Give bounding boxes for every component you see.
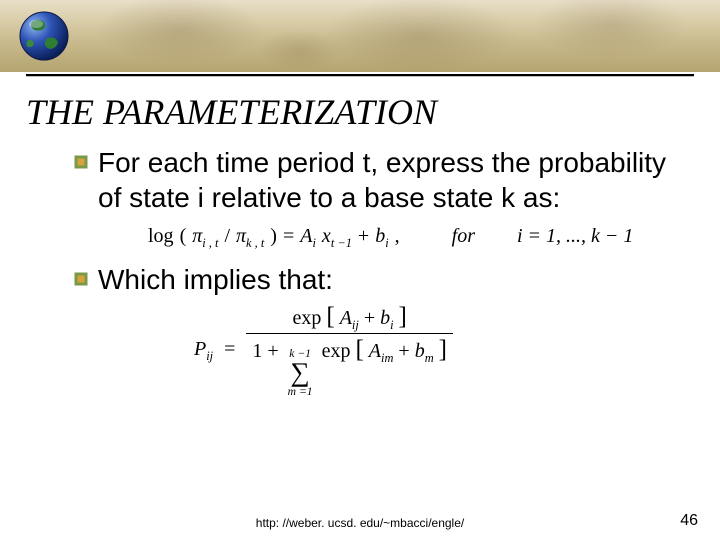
f1-comma: , [395,225,400,248]
f2-fraction: exp [ Aij + bi ] 1 + k −1 ∑ m =1 exp [ A… [246,303,453,398]
f1-slash: / [224,225,230,248]
sigma-icon: k −1 ∑ m =1 [288,348,313,398]
bullet-item: Which implies that: [74,262,680,297]
bullet-icon [74,155,88,169]
f2-P: Pij [194,338,218,360]
body-list: For each time period t, express the prob… [74,145,680,398]
page-number: 46 [680,512,698,530]
slide-title: THE PARAMETERIZATION [26,91,694,133]
f1-paren-open: ( [180,225,187,248]
bullet-item: For each time period t, express the prob… [74,145,680,215]
formula-1: log ( πi , t / πk , t ) = Ai xt −1 + bi … [148,225,640,248]
f2-numerator: exp [ Aij + bi ] [286,303,412,331]
f1-log: log [148,225,174,248]
f2-eq: = [224,338,235,360]
f1-eq: = [283,225,294,248]
bullet-text: Which implies that: [98,262,333,297]
f1-pi-k: πk , t [236,225,264,248]
f1-plus: + [358,225,369,248]
formula-2: Pij = exp [ Aij + bi ] 1 + k −1 ∑ m =1 e… [194,303,680,398]
banner-divider-shadow [26,76,694,77]
f1-range: i = 1, ..., k − 1 [517,225,633,248]
f1-paren-close: ) [270,225,277,248]
f1-x: xt −1 [322,225,352,248]
f1-pi-i: πi , t [192,225,218,248]
banner [0,0,720,72]
footer-url: http: //weber. ucsd. edu/~mbacci/engle/ [0,516,720,530]
f1-A: Ai [300,225,316,248]
globe-icon [18,10,70,62]
bullet-icon [74,272,88,286]
f2-denominator: 1 + k −1 ∑ m =1 exp [ Aim + bm ] [246,336,453,398]
bullet-text: For each time period t, express the prob… [98,145,680,215]
f1-b: bi [375,225,388,248]
f1-for: for [452,225,475,248]
